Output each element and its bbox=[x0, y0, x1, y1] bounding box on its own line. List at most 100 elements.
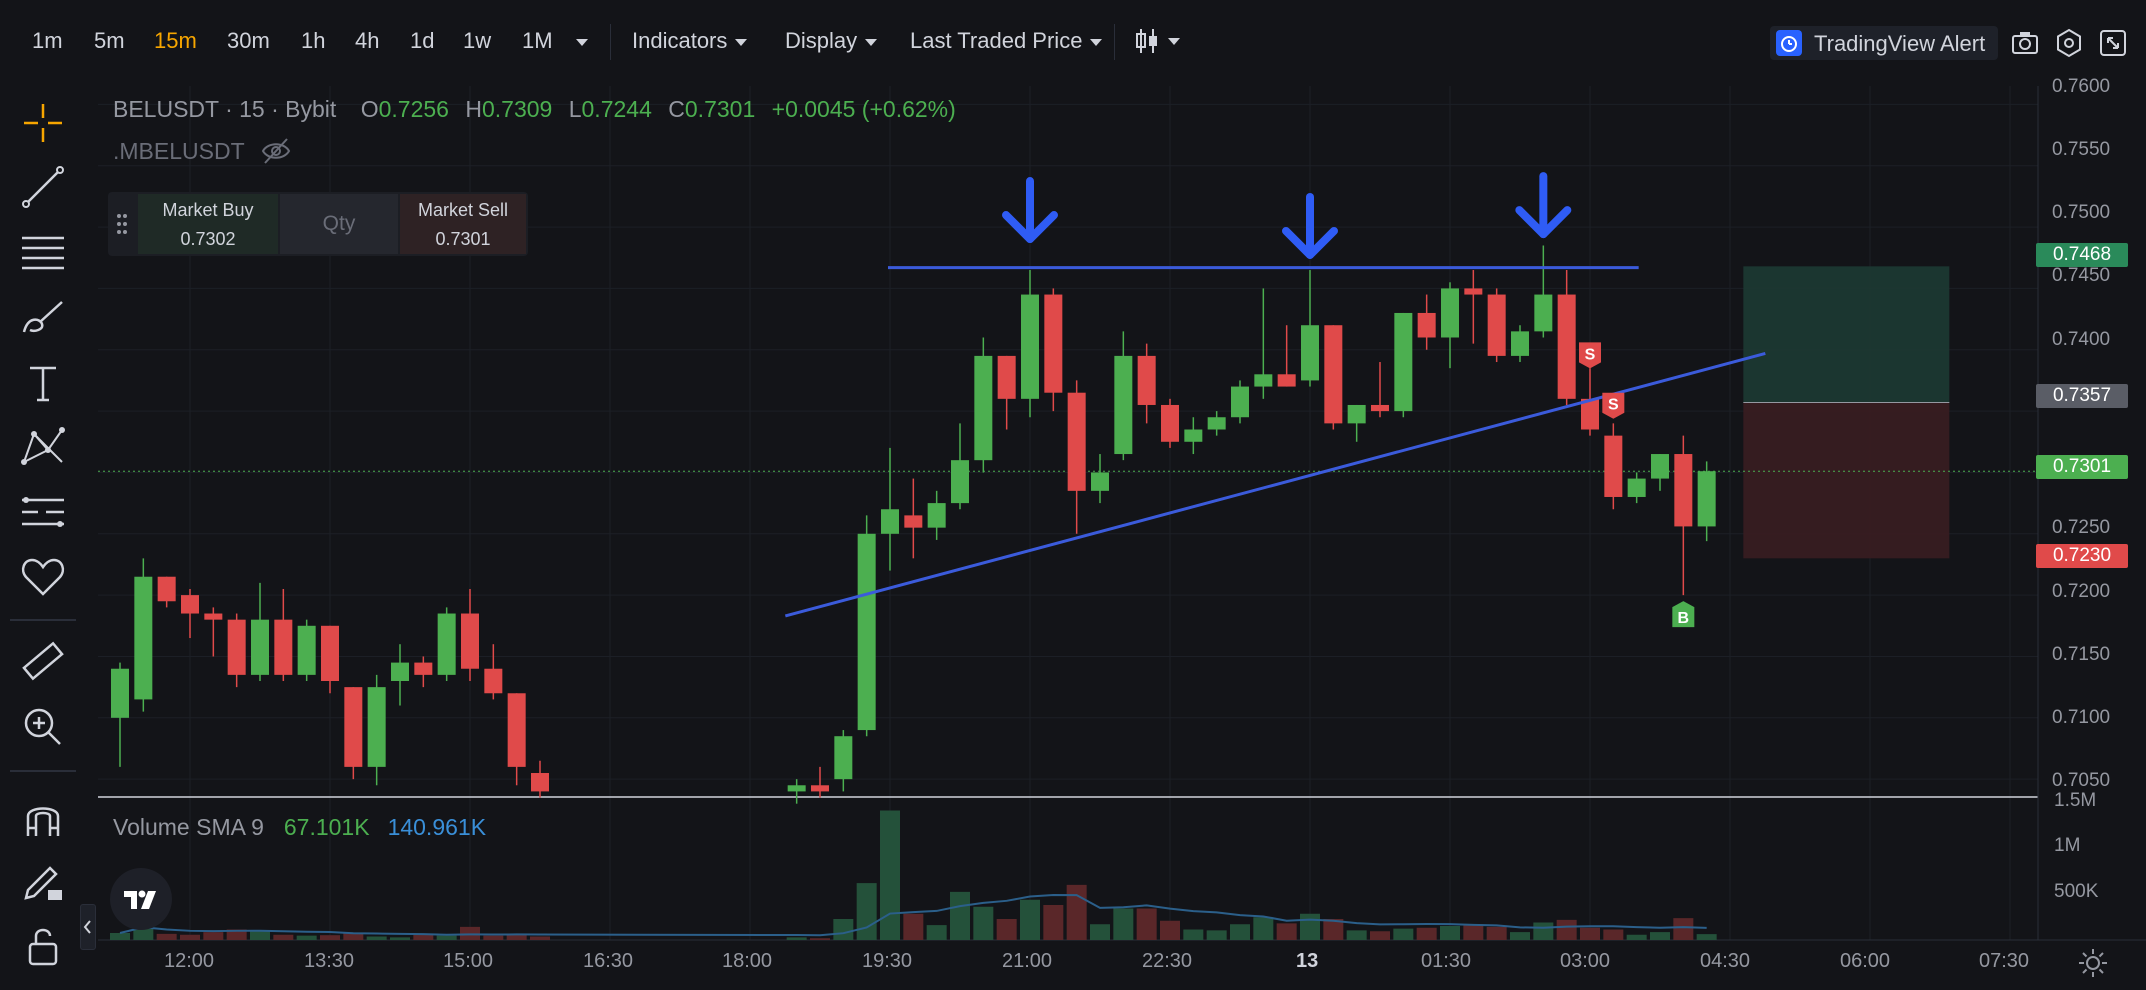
pattern-tool[interactable] bbox=[18, 422, 68, 472]
exchange-name: Bybit bbox=[285, 96, 337, 122]
timeframe-1M[interactable]: 1M bbox=[522, 28, 553, 53]
display-menu[interactable]: Display bbox=[785, 28, 878, 54]
trade-marker-label: S bbox=[1585, 346, 1596, 363]
candle-body bbox=[1161, 404, 1179, 442]
chevron-down-icon bbox=[1168, 38, 1180, 45]
market-sell-button[interactable]: Market Sell 0.7301 bbox=[400, 194, 526, 254]
volume-sma-value: 140.961K bbox=[387, 814, 487, 840]
price-source-menu[interactable]: Last Traded Price bbox=[910, 28, 1103, 54]
entry-price-tag[interactable]: 0.7357 bbox=[2036, 384, 2128, 408]
down-arrow-icon[interactable] bbox=[1002, 177, 1058, 244]
parallel-lines-icon bbox=[22, 236, 64, 270]
down-arrow-icon[interactable] bbox=[1515, 172, 1572, 239]
tradingview-logo[interactable] bbox=[110, 868, 172, 930]
timeframe-1m[interactable]: 1m bbox=[32, 28, 63, 53]
camera-icon[interactable] bbox=[2010, 30, 2040, 56]
sun-icon[interactable] bbox=[2076, 946, 2110, 980]
chevron-down-icon bbox=[1090, 38, 1103, 46]
forecast-icon bbox=[22, 497, 64, 527]
text-tool[interactable] bbox=[18, 358, 68, 408]
trade-marker[interactable] bbox=[1602, 392, 1625, 419]
timeframe-dropdown[interactable] bbox=[568, 28, 588, 54]
volume-bar bbox=[1580, 927, 1600, 940]
lock-drawing-tool[interactable] bbox=[18, 858, 68, 908]
collapse-panel-button[interactable] bbox=[80, 904, 96, 950]
crosshair-tool[interactable] bbox=[18, 98, 68, 148]
timeframe-30m[interactable]: 30m bbox=[227, 28, 270, 53]
stop-loss-price-tag[interactable]: 0.7230 bbox=[2036, 544, 2128, 568]
candle-body bbox=[1137, 355, 1156, 405]
lock-all-tool[interactable] bbox=[18, 922, 68, 972]
timeframe-5m[interactable]: 5m bbox=[94, 28, 125, 53]
volume-bar bbox=[506, 934, 527, 940]
candle-body bbox=[227, 619, 246, 675]
volume-bar bbox=[1183, 929, 1204, 940]
symbol-name[interactable]: BELUSDT bbox=[113, 96, 219, 122]
volume-bar bbox=[903, 913, 924, 940]
volume-bar bbox=[1090, 924, 1110, 940]
settings-icon[interactable] bbox=[2054, 28, 2084, 58]
pattern-icon bbox=[21, 427, 65, 465]
candle-body bbox=[1511, 331, 1529, 356]
chart-style-menu[interactable] bbox=[1134, 26, 1180, 62]
volume-bar bbox=[880, 810, 900, 940]
favorites-tool[interactable] bbox=[18, 552, 68, 602]
trade-marker-label: S bbox=[1608, 397, 1619, 414]
prediction-tool[interactable] bbox=[18, 488, 68, 538]
brush-tool[interactable] bbox=[18, 292, 68, 342]
volume-bar bbox=[1020, 899, 1040, 940]
down-arrow-icon[interactable] bbox=[1282, 192, 1338, 259]
candle-body bbox=[1231, 386, 1249, 418]
zoom-tool[interactable] bbox=[18, 702, 68, 752]
toolbar-divider bbox=[10, 619, 76, 621]
horizontal-lines-tool[interactable] bbox=[18, 228, 68, 278]
legend-sep: · bbox=[225, 96, 240, 122]
candle-body bbox=[437, 613, 456, 675]
tradingview-logo-icon bbox=[124, 890, 156, 909]
volume-indicator-label[interactable]: Volume SMA 9 bbox=[113, 814, 264, 840]
time-axis-label-day: 13 bbox=[1296, 950, 1319, 972]
qty-input[interactable]: Qty bbox=[280, 194, 398, 254]
indicators-menu[interactable]: Indicators bbox=[632, 28, 748, 54]
candle-body bbox=[997, 355, 1016, 399]
change-value: +0.0045 (+0.62%) bbox=[771, 96, 956, 122]
chevron-down-icon bbox=[735, 38, 748, 46]
alert-label: TradingView Alert bbox=[1814, 31, 1986, 56]
time-axis-label: 03:00 bbox=[1560, 950, 1611, 972]
fullscreen-icon[interactable] bbox=[2098, 28, 2128, 58]
close-key: C bbox=[668, 96, 685, 122]
timeframe-1d[interactable]: 1d bbox=[410, 28, 435, 53]
price-axis-label: 0.7550 bbox=[2052, 139, 2111, 160]
candle-body bbox=[134, 576, 153, 700]
trade-marker[interactable] bbox=[1579, 342, 1601, 369]
take-profit-zone[interactable] bbox=[1743, 266, 1950, 403]
time-axis-label: 15:00 bbox=[443, 950, 494, 972]
timeframe-15m[interactable]: 15m bbox=[154, 28, 197, 53]
price-axis-label: 0.7500 bbox=[2052, 202, 2111, 223]
ascending-trendline[interactable] bbox=[784, 351, 1766, 618]
measure-tool[interactable] bbox=[18, 636, 68, 686]
candle-body bbox=[951, 460, 969, 504]
market-buy-button[interactable]: Market Buy 0.7302 bbox=[138, 194, 278, 254]
magnet-tool[interactable] bbox=[18, 794, 68, 844]
candle-body bbox=[1441, 288, 1459, 338]
timeframe-1w[interactable]: 1w bbox=[463, 28, 492, 53]
tradingview-alert-button[interactable]: TradingView Alert bbox=[1770, 26, 1998, 60]
volume-bar bbox=[1510, 932, 1530, 940]
chevron-down-icon bbox=[865, 38, 878, 46]
drag-handle-icon[interactable] bbox=[108, 192, 136, 256]
candle-body bbox=[1534, 294, 1553, 332]
stop-loss-zone[interactable] bbox=[1743, 402, 1950, 559]
take-profit-price-tag[interactable]: 0.7468 bbox=[2036, 243, 2128, 267]
eye-crossed-icon[interactable] bbox=[260, 136, 292, 166]
trendline-tool[interactable] bbox=[18, 162, 68, 212]
volume-bar bbox=[1346, 930, 1367, 940]
trade-marker[interactable] bbox=[1672, 601, 1695, 628]
timeframe-1h[interactable]: 1h bbox=[301, 28, 326, 53]
timeframe-4h[interactable]: 4h bbox=[355, 28, 380, 53]
candle-body bbox=[1674, 454, 1693, 527]
volume-bar bbox=[1463, 924, 1484, 940]
unlock-icon bbox=[28, 928, 58, 966]
candle-body bbox=[1324, 325, 1343, 424]
